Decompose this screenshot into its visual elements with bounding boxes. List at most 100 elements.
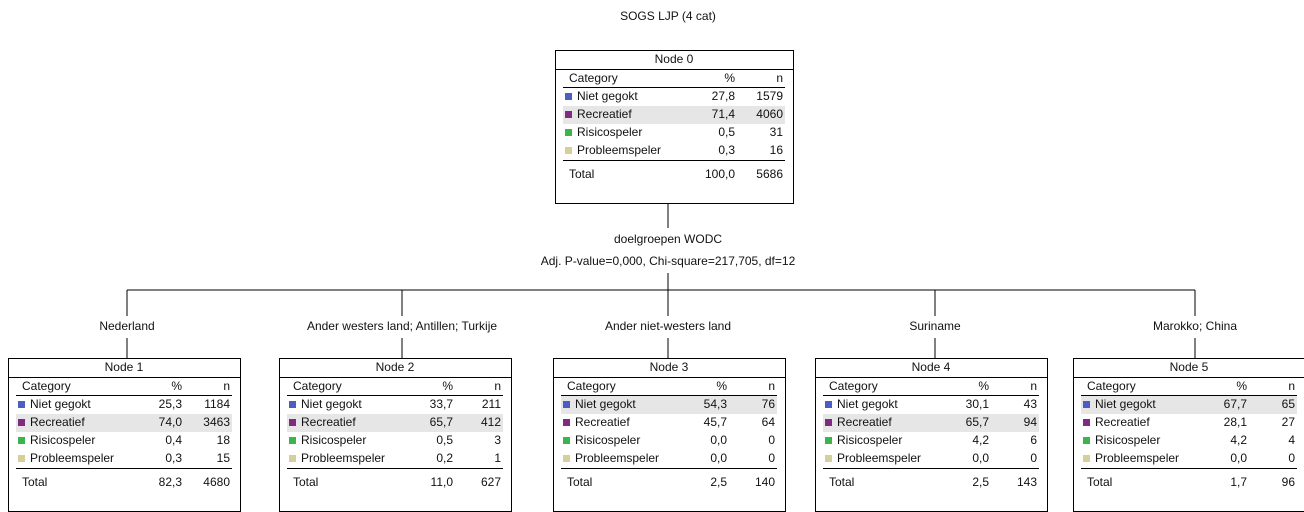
count-cell: 1 (494, 451, 501, 465)
branch-label: Suriname (909, 319, 961, 333)
node-title: Node 2 (376, 360, 415, 374)
percent-cell: 0,3 (718, 143, 735, 157)
percent-cell: 0,0 (1230, 451, 1247, 465)
column-header: Category (1087, 379, 1136, 393)
category-swatch (825, 455, 832, 462)
column-header: Category (829, 379, 878, 393)
total-cell: Total (1087, 475, 1112, 489)
category-label: Probleemspeler (30, 451, 114, 465)
column-header: n (776, 71, 783, 85)
branch-label: Marokko; China (1153, 319, 1237, 333)
node-box (555, 50, 794, 204)
split-stats: Adj. P-value=0,000, Chi-square=217,705, … (541, 254, 796, 268)
column-header: Category (567, 379, 616, 393)
count-cell: 0 (1030, 451, 1037, 465)
count-cell: 18 (217, 433, 231, 447)
total-cell: Total (569, 167, 594, 181)
percent-cell: 0,2 (436, 451, 453, 465)
column-header: % (716, 379, 727, 393)
total-cell: 2,5 (710, 475, 727, 489)
column-header: % (442, 379, 453, 393)
total-cell: 11,0 (431, 475, 454, 489)
column-header: % (171, 379, 182, 393)
count-cell: 15 (217, 451, 231, 465)
percent-cell: 27,8 (712, 89, 736, 103)
branch-label: Ander westers land; Antillen; Turkije (307, 319, 497, 333)
category-swatch (565, 129, 572, 136)
percent-cell: 4,2 (972, 433, 989, 447)
category-label: Probleemspeler (1095, 451, 1179, 465)
column-header: Category (569, 71, 618, 85)
percent-cell: 0,0 (972, 451, 989, 465)
node-title: Node 4 (912, 360, 951, 374)
category-swatch (1083, 437, 1090, 444)
category-swatch (825, 437, 832, 444)
category-label: Niet gegokt (301, 397, 362, 411)
category-label: Niet gegokt (1095, 397, 1156, 411)
category-label: Probleemspeler (575, 451, 659, 465)
percent-cell: 33,7 (430, 397, 454, 411)
count-cell: 4060 (756, 107, 783, 121)
percent-cell: 4,2 (1230, 433, 1247, 447)
category-swatch (565, 111, 572, 118)
count-cell: 27 (1282, 415, 1296, 429)
count-cell: 1579 (756, 89, 783, 103)
percent-cell: 65,7 (430, 415, 454, 429)
node-title: Node 1 (105, 360, 144, 374)
total-cell: 82,3 (159, 475, 183, 489)
category-label: Probleemspeler (837, 451, 921, 465)
category-label: Risicospeler (837, 433, 902, 447)
node-title: Node 0 (655, 52, 694, 66)
column-header: n (494, 379, 501, 393)
category-swatch (563, 437, 570, 444)
category-swatch (825, 401, 832, 408)
count-cell: 211 (482, 397, 501, 411)
category-swatch (18, 437, 25, 444)
category-swatch (563, 455, 570, 462)
total-cell: 143 (1017, 475, 1037, 489)
percent-cell: 45,7 (704, 415, 728, 429)
percent-cell: 28,1 (1224, 415, 1248, 429)
tree-title: SOGS LJP (4 cat) (620, 9, 716, 23)
count-cell: 76 (762, 397, 776, 411)
node-box (553, 358, 786, 512)
category-label: Risicospeler (577, 125, 642, 139)
category-swatch (289, 419, 296, 426)
split-variable: doelgroepen WODC (614, 232, 722, 246)
total-cell: Total (293, 475, 318, 489)
count-cell: 412 (481, 415, 501, 429)
percent-cell: 0,0 (710, 433, 727, 447)
category-label: Probleemspeler (577, 143, 661, 157)
count-cell: 65 (1282, 397, 1296, 411)
category-swatch (289, 401, 296, 408)
column-header: % (1236, 379, 1247, 393)
count-cell: 31 (770, 125, 784, 139)
node-box (279, 358, 512, 512)
category-label: Recreatief (1095, 415, 1150, 429)
category-swatch (1083, 401, 1090, 408)
category-swatch (18, 455, 25, 462)
count-cell: 43 (1024, 397, 1038, 411)
column-header: n (1030, 379, 1037, 393)
column-header: n (223, 379, 230, 393)
category-swatch (1083, 455, 1090, 462)
total-cell: 5686 (756, 167, 783, 181)
category-label: Niet gegokt (577, 89, 638, 103)
category-label: Recreatief (575, 415, 630, 429)
percent-cell: 25,3 (159, 397, 183, 411)
total-cell: Total (22, 475, 47, 489)
percent-cell: 0,0 (710, 451, 727, 465)
branch-label: Nederland (99, 319, 154, 333)
highlight-row (823, 414, 1039, 432)
category-swatch (18, 419, 25, 426)
category-swatch (18, 401, 25, 408)
total-cell: 100,0 (705, 167, 735, 181)
category-swatch (289, 455, 296, 462)
count-cell: 0 (768, 433, 775, 447)
category-swatch (565, 93, 572, 100)
node-title: Node 5 (1170, 360, 1209, 374)
highlight-row (287, 414, 503, 432)
node-box (815, 358, 1048, 512)
category-label: Risicospeler (301, 433, 366, 447)
